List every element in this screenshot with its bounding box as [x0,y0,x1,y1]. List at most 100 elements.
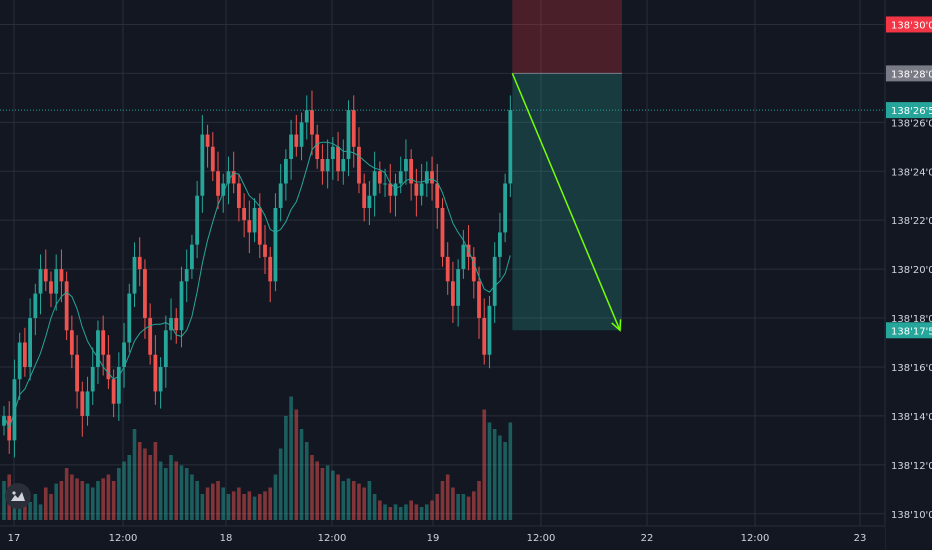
trend-arrow-head [611,319,622,332]
candle-body [200,134,205,196]
volume-bar [148,455,152,520]
candle-body [477,281,481,319]
candle-body [106,354,111,380]
candle-body [445,256,450,282]
tradingview-logo-icon[interactable] [5,483,31,509]
candle-body [398,171,403,184]
candle-body [414,183,419,196]
time-tick-label: 22 [641,533,654,544]
volume-bar [85,483,90,520]
stop-loss-zone [512,0,622,74]
time-tick-label: 18 [220,533,233,544]
candle-body [383,183,387,185]
volume-bar [122,461,126,520]
candle-body [330,146,335,160]
candle-body [388,183,393,196]
price-axis[interactable]: 138'10'0 138'12'0 138'14'0 138'16'0 138'18'0… [884,0,932,550]
candle-body [404,159,408,172]
volume-bar [143,448,147,520]
candle-body [226,171,231,184]
candle-body [22,342,27,367]
time-tick-label: 23 [854,533,867,544]
volume-bar [96,481,100,520]
candle-body [294,134,299,147]
candle-body [257,207,262,245]
price-axis-background [885,0,932,550]
volume-bar [351,481,356,520]
volume-bar [59,481,64,520]
candle-body [17,342,22,380]
volume-bar [54,483,58,520]
volume-bar [372,494,377,520]
candle-body [372,171,377,196]
volume-bar [294,409,299,520]
time-tick-label: 19 [427,533,440,544]
volume-bar [184,468,189,520]
candle-body [419,183,424,196]
candle-body [169,318,173,331]
candle-body [471,256,476,282]
volume-bar [247,491,252,520]
time-tick-label: 12:00 [527,533,556,544]
volume-bar [362,487,366,520]
volume-bars [2,396,513,520]
price-tick-label: 138'18'0 [891,314,932,325]
volume-bar [388,507,393,520]
candle-body [367,195,372,208]
volume-bar [43,487,48,520]
volume-bar [90,487,95,520]
candle-body [273,207,278,282]
candle-body [54,269,59,294]
moving-average [3,141,511,430]
candle-body [90,366,95,392]
volume-bar [70,474,74,520]
volume-bar [263,491,267,520]
volume-bar [164,468,168,520]
candle-body [336,146,340,172]
volume-bar [492,429,497,520]
candle-body [252,207,257,233]
candle-body [43,269,48,282]
time-axis[interactable]: 17 12:00 18 12:00 19 12:00 22 12:00 23 [0,525,885,550]
price-tick-label: 138'20'0 [891,265,932,276]
volume-bar [336,474,340,520]
volume-bar [2,481,6,520]
candle-body [451,281,455,306]
candle-body [96,330,100,367]
candle-body [12,379,17,441]
candle-body [242,207,247,221]
volume-bar [137,442,142,520]
volume-bar [445,474,450,520]
volume-bar [503,442,507,520]
short-position-zones[interactable] [512,0,622,331]
candle-body [101,330,106,355]
candle-body [116,366,121,404]
volume-bar [466,496,471,520]
volume-bar [477,481,481,520]
volume-bar [38,504,43,520]
candle-body [435,183,440,208]
candle-body [247,220,252,233]
volume-bar [299,429,304,520]
candle-body [289,134,293,160]
candle-body [190,244,194,270]
candle-body [85,391,90,416]
price-tag-label: 138'28'0 [891,69,932,80]
candle-body [278,183,283,208]
trend-arrow-line [511,73,621,331]
volume-bar [289,396,293,520]
candle-body [430,171,434,184]
volume-bar [508,422,513,520]
volume-bar [367,481,372,520]
candle-body [2,415,6,426]
price-overlay [0,73,885,332]
candlestick-series[interactable] [2,90,513,458]
candle-body [492,256,497,306]
volume-bar [273,474,278,520]
volume-bar [425,504,429,520]
volume-bar [195,481,199,520]
volume-bar [17,500,22,520]
price-tick-label: 138'10'0 [891,510,932,521]
volume-bar [252,496,257,520]
